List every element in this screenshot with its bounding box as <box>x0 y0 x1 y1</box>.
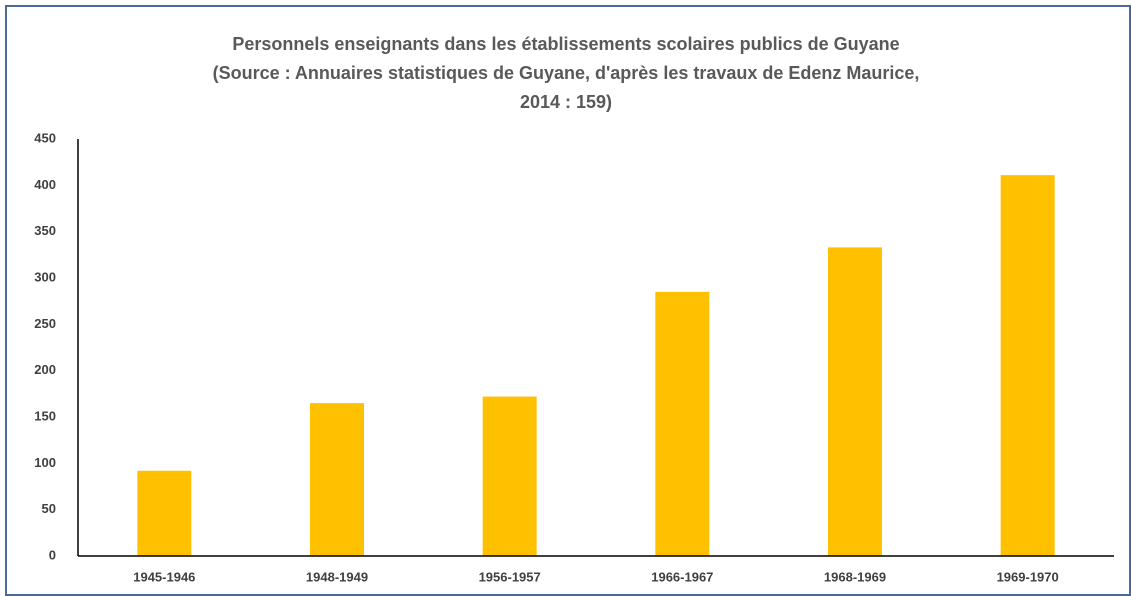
bar <box>655 291 710 556</box>
title-line: Personnels enseignants dans les établiss… <box>232 34 899 54</box>
x-tick-label: 1948-1949 <box>306 569 368 584</box>
y-tick-label: 0 <box>49 547 56 562</box>
bar <box>828 247 882 557</box>
chart-title: Personnels enseignants dans les établiss… <box>213 34 920 112</box>
x-tick-label: 1956-1957 <box>479 569 541 584</box>
x-tick-label: 1945-1946 <box>133 569 195 584</box>
y-tick-label: 450 <box>34 130 56 145</box>
x-tick-label: 1969-1970 <box>997 569 1059 584</box>
y-tick-label: 350 <box>34 223 56 238</box>
frame <box>5 5 1131 596</box>
x-tick-label: 1968-1969 <box>824 569 886 584</box>
y-tick-label: 400 <box>34 177 56 192</box>
title-line: 2014 : 159) <box>520 92 612 112</box>
y-tick-label: 50 <box>42 501 56 516</box>
bar <box>310 403 364 556</box>
title-line: (Source : Annuaires statistiques de Guya… <box>213 63 920 83</box>
bar <box>482 396 537 556</box>
bar <box>1000 175 1055 556</box>
y-tick-label: 200 <box>34 362 56 377</box>
x-tick-label: 1966-1967 <box>651 569 713 584</box>
bar <box>137 470 192 556</box>
y-tick-label: 100 <box>34 455 56 470</box>
y-tick-label: 150 <box>34 408 56 423</box>
y-tick-label: 250 <box>34 316 56 331</box>
y-tick-label: 300 <box>34 269 56 284</box>
